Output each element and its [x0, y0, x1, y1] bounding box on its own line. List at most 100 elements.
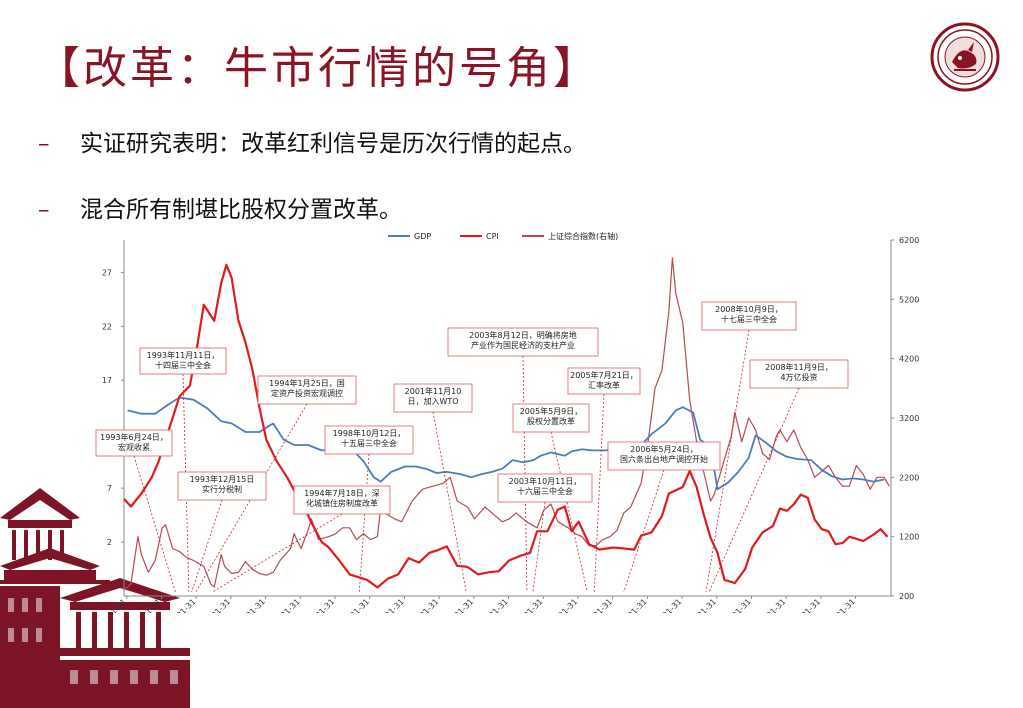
right-tick-label: 3200 [899, 414, 919, 423]
annotation-text: 十六届三中全会 [517, 486, 573, 496]
annotation-text: 十七届三中全会 [721, 314, 777, 324]
annotation-box [95, 429, 173, 457]
annotation-text: 1993年11月11日， [147, 350, 220, 360]
annotation-leader [191, 499, 223, 593]
annotation-text: 宏观收紧 [118, 442, 150, 452]
annotation-text: 1994年1月25日，国 [269, 378, 345, 388]
legend-label: 上证综合指数(右轴) [548, 231, 618, 241]
left-tick-label: 7 [107, 484, 112, 493]
x-tick-label: 2008-01-31 [644, 597, 683, 613]
bullet-item: – 混合所有制堪比股权分置改革。 [38, 190, 402, 224]
x-tick-label: 2013-01-31 [818, 597, 857, 613]
bullet-text: 实证研究表明：改革红利信号是历次行情的起点。 [80, 131, 586, 157]
annotation-leader [532, 501, 546, 593]
x-tick-label: 2009-01-31 [679, 597, 718, 613]
annotation-box [447, 327, 599, 357]
annotation-text: 化城镇住房制度改革 [306, 498, 378, 508]
bullet-text: 混合所有制堪比股权分置改革。 [80, 197, 402, 223]
left-tick-label: 27 [102, 268, 112, 277]
x-tick-label: 2012-01-31 [783, 597, 822, 613]
annotation-box [177, 471, 267, 501]
x-tick-label: 1997-01-31 [262, 597, 301, 613]
annotation-leader [623, 469, 665, 593]
annotation-box [324, 425, 414, 455]
annotation-text: 2003年8月12日，明确将房地 [469, 330, 577, 340]
series-line-gdp [127, 396, 885, 491]
annotation-text: 2006年5月24日， [630, 444, 698, 454]
annotation-text: 实行分税制 [202, 484, 242, 494]
annotation-box [512, 403, 590, 433]
annotation-box [607, 441, 721, 471]
macro-indicators-chart: 2712172227200120022003200420052006200199… [89, 231, 919, 613]
bullet-marker: – [38, 131, 50, 157]
annotation-text: 2005年7月21日， [570, 370, 638, 380]
annotation-leader [550, 431, 588, 593]
left-tick-label: 2 [107, 538, 112, 547]
annotation-text: 定资产投资宏观调控 [271, 388, 343, 398]
x-tick-label: 2010-01-31 [714, 597, 753, 613]
right-tick-label: 4200 [899, 355, 919, 364]
annotation-box [293, 485, 391, 515]
annotation-text: 十五届三中全会 [341, 438, 397, 448]
x-tick-label: 2007-01-31 [610, 597, 649, 613]
annotation-leader [212, 513, 343, 593]
annotation-text: 产业作为国民经济的支柱产业 [471, 340, 575, 350]
x-tick-label: 1998-01-31 [297, 597, 336, 613]
annotation-text: 4万亿投资 [780, 372, 817, 382]
legend-label: CPI [486, 232, 499, 241]
right-tick-label: 1200 [899, 533, 919, 542]
legend-label: GDP [414, 232, 431, 241]
x-tick-label: 2011-01-31 [748, 597, 787, 613]
annotation-leader [708, 387, 800, 593]
x-tick-label: 2000-01-31 [367, 597, 406, 613]
university-seal-logo [930, 22, 1000, 92]
annotation-leader [705, 329, 750, 593]
annotation-box [567, 367, 641, 395]
annotation-leader [358, 453, 370, 593]
chart-axes: 2712172227200120022003200420052006200199… [89, 236, 919, 613]
annotation-text: 国六条出台地产调控开始 [620, 454, 708, 464]
annotation-text: 1994年7月18日，深 [304, 488, 380, 498]
x-tick-label: 2005-01-31 [540, 597, 579, 613]
series-line-cpi [123, 263, 889, 589]
annotation-leader [522, 355, 528, 593]
annotation-box [393, 383, 473, 413]
annotation-box [497, 473, 593, 503]
annotation-text: 2001年11月10 [405, 386, 462, 396]
x-tick-label: 1992-01-31 [89, 597, 128, 613]
annotation-text: 汇率改革 [588, 380, 620, 390]
annotation-text: 2003年10月11日， [509, 476, 582, 486]
x-tick-label: 1999-01-31 [332, 597, 371, 613]
annotation-text: 2008年10月9日， [715, 304, 783, 314]
left-tick-label: 22 [102, 322, 112, 331]
annotation-text: 股权分置改革 [527, 416, 575, 426]
x-tick-label: 1994-01-31 [158, 597, 197, 613]
annotation-box [749, 359, 849, 389]
annotation-box [139, 347, 227, 375]
x-tick-label: 2003-01-31 [471, 597, 510, 613]
slide-title: 【改革：牛市行情的号角】 [36, 43, 600, 94]
x-tick-label: 1996-01-31 [228, 597, 267, 613]
right-tick-label: 200 [899, 592, 914, 601]
annotation-text: 2008年11月9日， [765, 362, 833, 372]
annotation-boxes: 1993年11月11日，十四届三中全会 1994年1月25日，国定资产投资宏观调控… [95, 301, 849, 515]
x-tick-label: 2001-01-31 [401, 597, 440, 613]
annotation-text: 1998年10月12日， [333, 428, 406, 438]
left-tick-label: 17 [102, 376, 112, 385]
annotation-text: 1993年6月24日， [100, 432, 168, 442]
annotation-box [701, 301, 797, 331]
right-tick-label: 6200 [899, 236, 919, 245]
annotation-leader [593, 393, 605, 593]
annotation-text: 2005年5月9日， [520, 406, 583, 416]
bullet-item: – 实证研究表明：改革红利信号是历次行情的起点。 [38, 124, 586, 158]
annotation-text: 1993年12月15日 [190, 474, 255, 484]
x-tick-label: 1993-01-31 [124, 597, 163, 613]
annotation-box [257, 375, 357, 405]
bullet-marker: – [38, 197, 50, 223]
annotation-text: 十四届三中全会 [155, 360, 211, 370]
annotation-leader [432, 411, 467, 593]
x-tick-label: 2006-01-31 [575, 597, 614, 613]
right-tick-label: 5200 [899, 295, 919, 304]
